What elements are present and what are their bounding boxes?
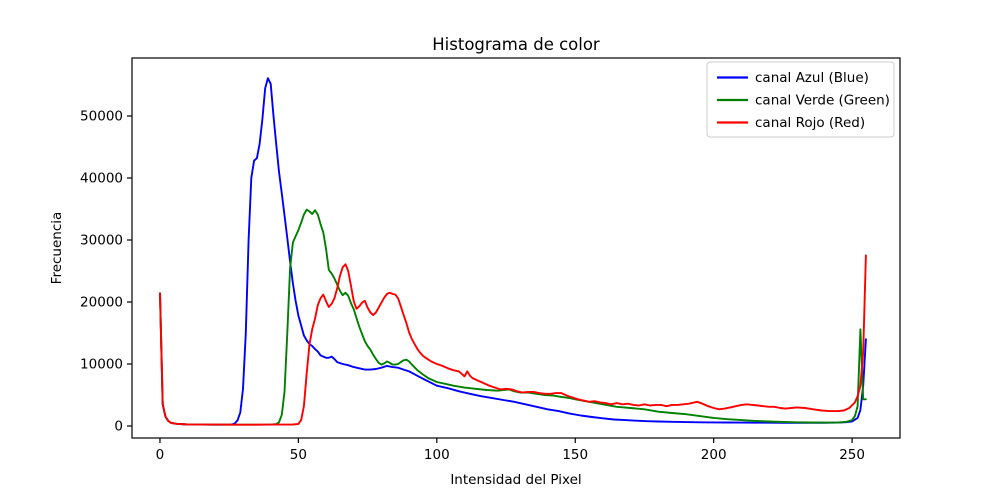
y-tick-label: 20000 bbox=[80, 295, 123, 311]
x-tick-label: 50 bbox=[290, 447, 307, 463]
series-line-2 bbox=[159, 254, 867, 426]
y-tick-label: 40000 bbox=[80, 171, 123, 187]
x-tick-label: 150 bbox=[562, 447, 588, 463]
series-lines bbox=[159, 77, 867, 426]
plot-area bbox=[131, 57, 901, 439]
x-tick-label: 100 bbox=[424, 447, 450, 463]
x-tick-label: 200 bbox=[701, 447, 727, 463]
x-tick-label: 0 bbox=[156, 447, 165, 463]
legend-box bbox=[706, 61, 895, 138]
y-tick-label: 50000 bbox=[80, 109, 123, 125]
y-tick-label: 10000 bbox=[80, 357, 123, 373]
legend-label-2: canal Rojo (Red) bbox=[755, 115, 865, 131]
y-tick-label: 0 bbox=[114, 419, 123, 435]
x-tick-label: 250 bbox=[839, 447, 865, 463]
legend-label-1: canal Verde (Green) bbox=[755, 93, 890, 109]
y-tick-label: 30000 bbox=[80, 233, 123, 249]
series-line-0 bbox=[159, 77, 867, 426]
chart-title: Histograma de color bbox=[432, 35, 600, 54]
y-axis-label: Frecuencia bbox=[49, 212, 65, 285]
legend-label-0: canal Azul (Blue) bbox=[755, 70, 869, 86]
x-axis-label: Intensidad del Pixel bbox=[450, 472, 581, 488]
legend: canal Azul (Blue) canal Verde (Green) cana… bbox=[706, 61, 895, 138]
series-line-1 bbox=[159, 208, 867, 426]
axis-ticks: 0 50 100 150 200 250 0 10000 20000 30000 40000 5000… bbox=[80, 109, 865, 463]
